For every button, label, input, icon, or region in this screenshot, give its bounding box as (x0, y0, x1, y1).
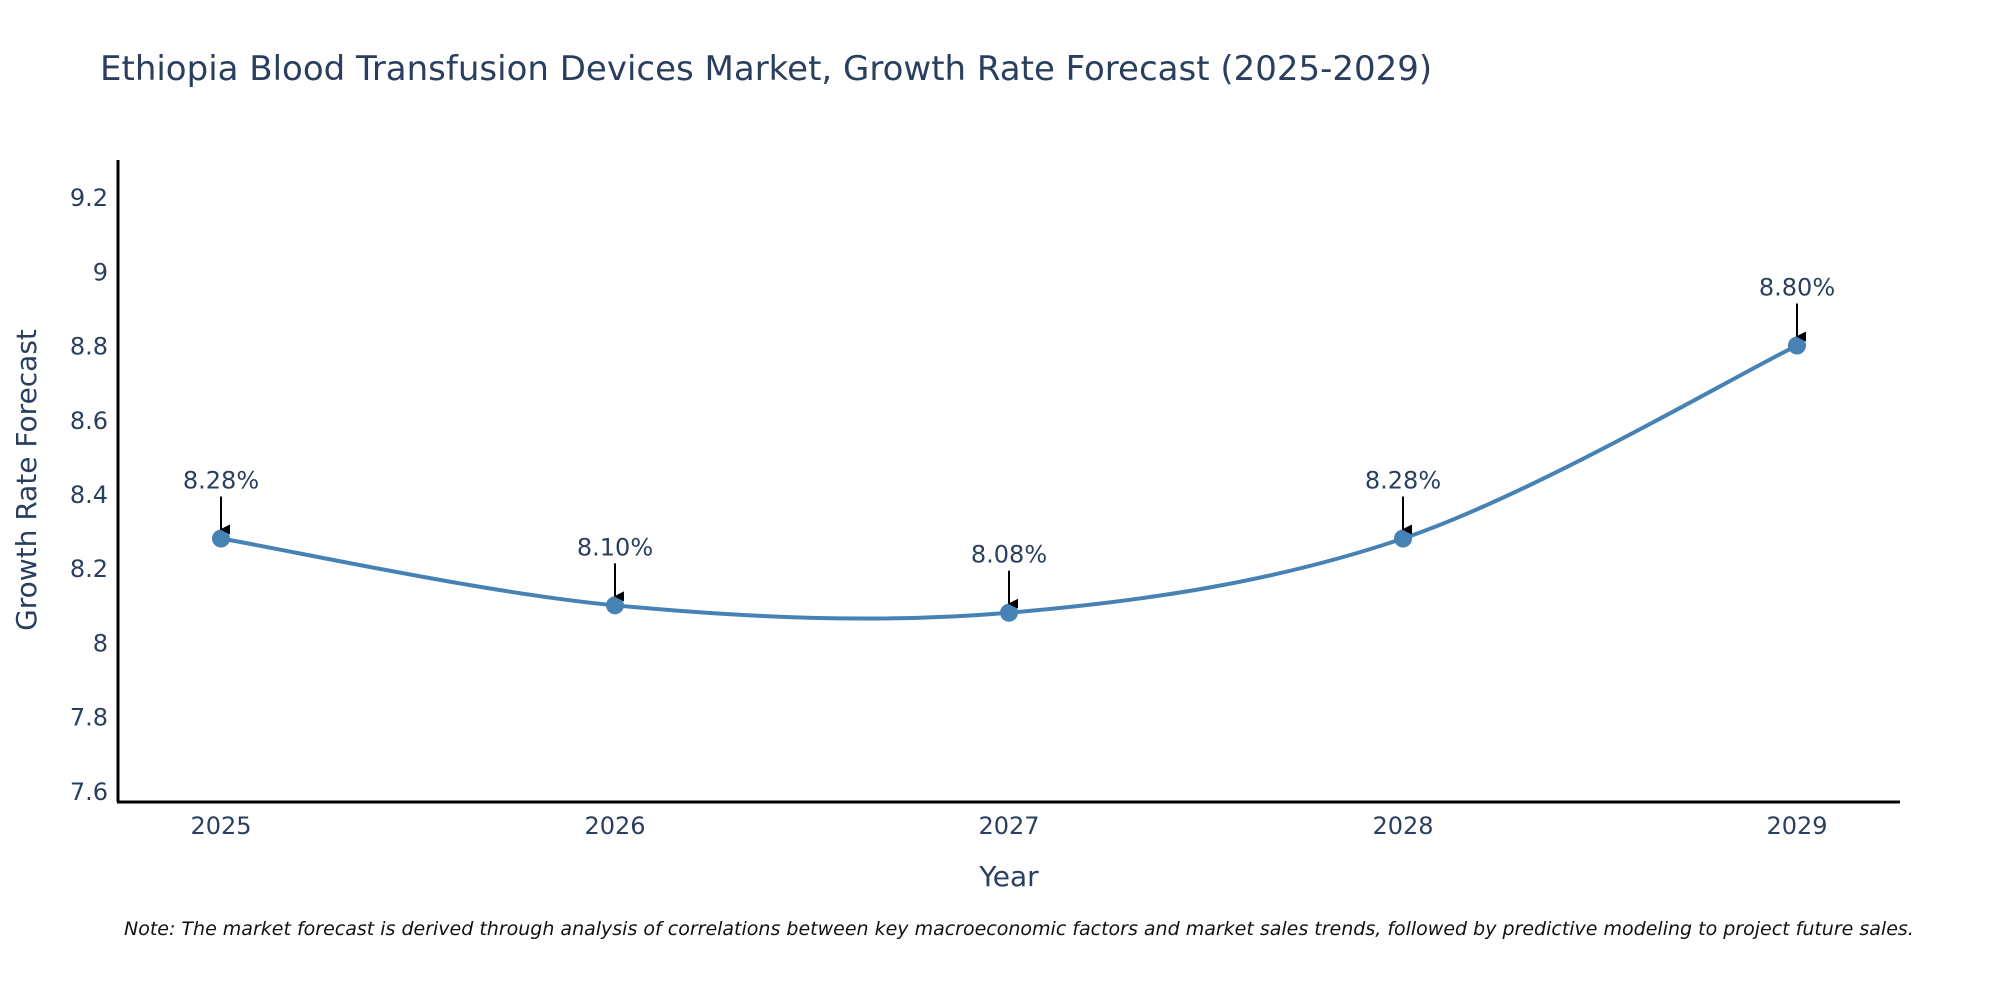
x-tick-label: 2029 (1766, 812, 1827, 840)
x-axis-title: Year (978, 860, 1039, 893)
data-point (1394, 529, 1412, 548)
x-axis-ticks: 2025 2026 2027 2028 2029 (190, 812, 1827, 840)
annotation-label: 8.28% (1365, 467, 1441, 495)
data-annotations: 8.28% 8.10% 8.08% 8.28% 8.80% (183, 274, 1835, 609)
y-tick-label: 8.6 (70, 407, 108, 435)
data-point (1788, 336, 1806, 355)
y-axis-ticks: 7.6 7.8 8 8.2 8.4 8.6 8.8 9 9.2 (70, 184, 108, 806)
y-tick-label: 7.6 (70, 778, 108, 806)
y-tick-label: 8.2 (70, 555, 108, 583)
y-axis-title: Growth Rate Forecast (10, 329, 43, 631)
annotation-label: 8.28% (183, 467, 259, 495)
annotation-label: 8.08% (971, 541, 1047, 569)
y-tick-label: 8 (93, 629, 108, 657)
data-point (606, 596, 624, 615)
x-tick-label: 2028 (1372, 812, 1433, 840)
data-point (1000, 603, 1018, 622)
y-tick-label: 9.2 (70, 184, 108, 212)
y-tick-label: 8.8 (70, 333, 108, 361)
y-tick-label: 7.8 (70, 704, 108, 732)
data-point (212, 529, 230, 548)
chart-title: Ethiopia Blood Transfusion Devices Marke… (100, 49, 1432, 89)
x-tick-label: 2027 (978, 812, 1039, 840)
y-tick-label: 8.4 (70, 481, 108, 509)
y-tick-label: 9 (93, 258, 108, 286)
x-tick-label: 2025 (190, 812, 251, 840)
annotation-label: 8.10% (577, 533, 653, 561)
x-tick-label: 2026 (584, 812, 645, 840)
footnote: Note: The market forecast is derived thr… (124, 918, 1914, 940)
annotation-label: 8.80% (1759, 274, 1835, 302)
